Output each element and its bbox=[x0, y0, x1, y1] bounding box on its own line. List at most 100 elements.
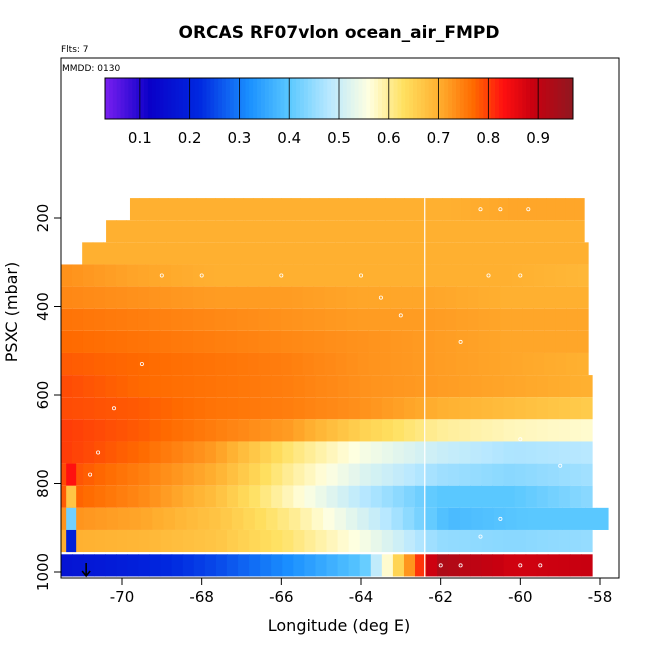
sample-point bbox=[279, 273, 284, 278]
heatmap-cell bbox=[275, 220, 286, 243]
heatmap-cell bbox=[525, 441, 538, 464]
heatmap-cell bbox=[348, 554, 361, 577]
colorbar-swatch bbox=[498, 78, 504, 119]
heatmap-cell bbox=[489, 286, 501, 309]
heatmap-cell bbox=[292, 242, 305, 265]
heatmap-cell bbox=[94, 397, 106, 420]
heatmap-cell bbox=[174, 507, 187, 530]
heatmap-cell bbox=[348, 463, 361, 486]
heatmap-cell bbox=[335, 352, 348, 376]
heatmap-cell bbox=[448, 397, 460, 420]
heatmap-cell bbox=[414, 507, 427, 530]
heatmap-cell bbox=[423, 308, 435, 331]
heatmap-cell bbox=[226, 485, 239, 508]
heatmap-cell bbox=[555, 198, 566, 221]
heatmap-cell bbox=[440, 242, 452, 265]
x-tick-label: -60 bbox=[508, 588, 533, 606]
heatmap-cell bbox=[105, 441, 117, 464]
heatmap-cell bbox=[493, 242, 505, 265]
colorbar-swatch bbox=[276, 78, 281, 119]
heatmap-cell bbox=[314, 242, 326, 265]
heatmap-cell bbox=[368, 330, 381, 353]
colorbar-swatch bbox=[463, 78, 469, 119]
heatmap-cell bbox=[368, 308, 381, 331]
heatmap-cell bbox=[536, 485, 549, 508]
heatmap-cell bbox=[525, 375, 538, 398]
heatmap-cell bbox=[489, 352, 501, 376]
heatmap-cell bbox=[359, 441, 372, 464]
heatmap-cell bbox=[159, 264, 172, 287]
heatmap-cell bbox=[315, 485, 328, 508]
heatmap-cell bbox=[83, 441, 95, 464]
heatmap-cell bbox=[459, 529, 471, 553]
heatmap-cell bbox=[231, 507, 244, 530]
heatmap-cell bbox=[345, 220, 356, 243]
colorbar-swatch bbox=[272, 78, 278, 119]
colorbar-swatch bbox=[253, 78, 258, 119]
colorbar-swatch bbox=[362, 78, 367, 119]
heatmap-cell bbox=[260, 441, 272, 464]
heatmap-cell bbox=[536, 554, 549, 577]
heatmap-cell bbox=[137, 330, 150, 353]
heatmap-cell bbox=[94, 485, 106, 508]
colorbar-swatch bbox=[159, 78, 164, 119]
heatmap-cell bbox=[215, 485, 228, 508]
heatmap-cell bbox=[423, 198, 434, 221]
heatmap-cell bbox=[445, 352, 457, 376]
heatmap-cell bbox=[238, 419, 250, 442]
heatmap-cell bbox=[503, 463, 516, 486]
colorbar-swatch bbox=[167, 78, 172, 119]
colorbar-swatch bbox=[198, 78, 203, 119]
heatmap-cell bbox=[149, 554, 162, 577]
heatmap-cell bbox=[381, 463, 394, 486]
colorbar-swatch bbox=[155, 78, 161, 119]
heatmap-cell bbox=[536, 419, 549, 442]
heatmap-cell bbox=[271, 485, 283, 508]
heatmap-cell bbox=[82, 264, 95, 287]
heatmap-cell bbox=[569, 397, 582, 420]
colorbar-swatch bbox=[428, 78, 434, 119]
heatmap-cell bbox=[404, 198, 415, 221]
heatmap-cell bbox=[390, 330, 402, 353]
heatmap-cell bbox=[547, 375, 560, 398]
heatmap-cell bbox=[390, 264, 402, 287]
heatmap-cell bbox=[72, 529, 84, 553]
heatmap-cell bbox=[387, 242, 399, 265]
heatmap-cell bbox=[203, 264, 216, 287]
heatmap-cell bbox=[516, 507, 529, 530]
heatmap-cell bbox=[423, 352, 435, 376]
heatmap-cell bbox=[566, 308, 578, 331]
position-arrow bbox=[81, 563, 91, 578]
heatmap-cell bbox=[116, 554, 128, 577]
heatmap-cell bbox=[403, 463, 416, 486]
heatmap-cell bbox=[198, 242, 210, 265]
heatmap-cell bbox=[72, 419, 84, 442]
heatmap-cell bbox=[94, 554, 106, 577]
heatmap-cell bbox=[544, 264, 556, 287]
heatmap-cell bbox=[138, 397, 151, 420]
colorbar-swatch bbox=[389, 78, 395, 119]
heatmap-cell bbox=[313, 308, 326, 331]
heatmap-cell bbox=[426, 375, 438, 398]
heatmap-cell bbox=[377, 242, 389, 265]
heatmap-cell bbox=[459, 463, 471, 486]
heatmap-cell bbox=[271, 397, 283, 420]
heatmap-cell bbox=[149, 441, 162, 464]
colorbar-swatch bbox=[194, 78, 200, 119]
y-tick-label: 400 bbox=[34, 292, 52, 321]
heatmap-cell bbox=[482, 507, 495, 530]
heatmap-cell bbox=[547, 529, 560, 553]
heatmap-cell bbox=[116, 463, 128, 486]
heatmap-cell bbox=[127, 463, 140, 486]
x-tick-label: -64 bbox=[349, 588, 374, 606]
heatmap-cell bbox=[149, 397, 162, 420]
heatmap-cell bbox=[470, 441, 482, 464]
heatmap-cell bbox=[127, 441, 140, 464]
heatmap-cell bbox=[163, 507, 176, 530]
heatmap-cell bbox=[204, 463, 217, 486]
heatmap-cell bbox=[254, 507, 267, 530]
sample-point bbox=[518, 273, 523, 278]
heatmap-cell bbox=[303, 242, 315, 265]
heatmap-cell bbox=[456, 286, 468, 309]
colorbar-swatch bbox=[541, 78, 547, 119]
